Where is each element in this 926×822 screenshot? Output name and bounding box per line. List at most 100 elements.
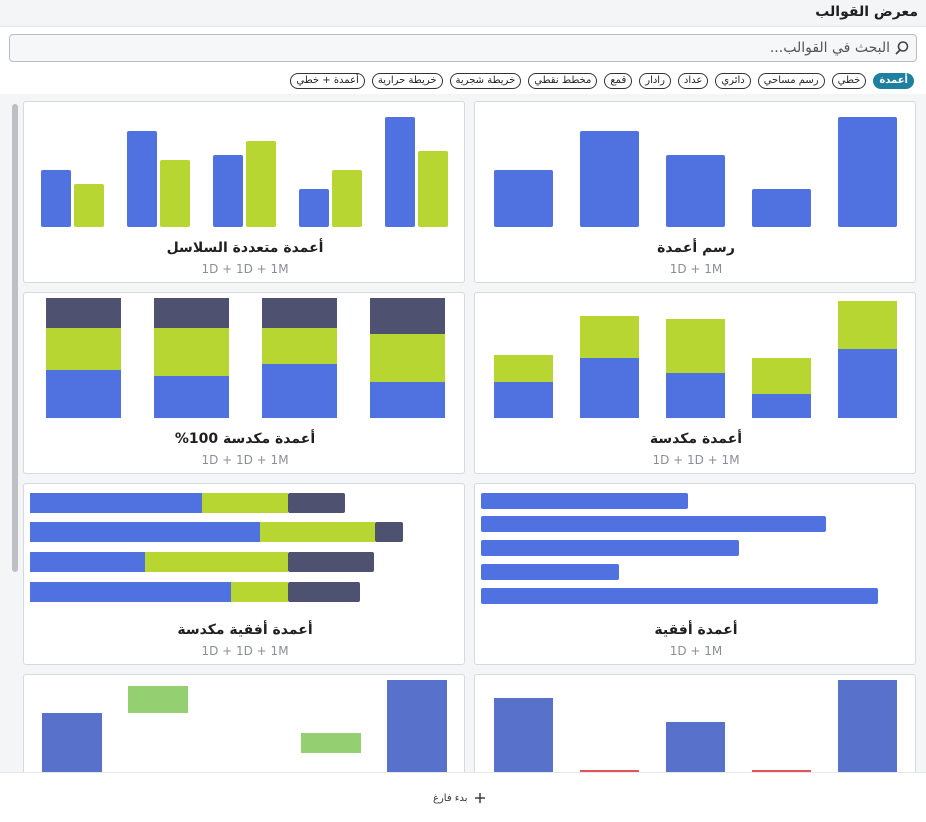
template-card-bar[interactable]: رسم أعمدة 1D + 1M [474, 101, 916, 283]
bar [481, 588, 878, 604]
bar-chart-thumbnail [494, 117, 897, 227]
start-blank-label: بدء فارغ [433, 792, 468, 804]
bar-segment [30, 552, 145, 572]
stacked-bar-thumbnail [494, 301, 897, 418]
bar [752, 189, 811, 227]
bar [418, 151, 448, 227]
template-card-waterfall[interactable] [23, 674, 465, 772]
bar [41, 170, 71, 227]
bar [752, 770, 811, 772]
header: معرض القوالب [0, 0, 926, 27]
card-title: أعمدة أفقية [654, 622, 738, 638]
card-title: أعمدة متعددة السلاسل [166, 240, 324, 256]
bar-segment [666, 319, 725, 373]
card-subtitle: 1D + 1M [669, 262, 723, 276]
bar-segment [154, 328, 229, 376]
template-card-100-stacked-bar[interactable]: أعمدة مكدسة 100% 1D + 1D + 1M [23, 292, 465, 474]
chip-columns[interactable]: أعمدة [873, 73, 914, 89]
card-title: رسم أعمدة [657, 240, 735, 256]
template-card-multi-series-bar[interactable]: أعمدة متعددة السلاسل 1D + 1D + 1M [23, 101, 465, 283]
template-card-horizontal-bar[interactable]: أعمدة أفقية 1D + 1M [474, 483, 916, 665]
horizontal-bar-thumbnail [481, 493, 878, 604]
bar [481, 564, 619, 580]
bar-segment [838, 301, 897, 349]
template-card-bar-negative[interactable] [474, 674, 916, 772]
search-box[interactable] [9, 34, 917, 62]
horizontal-stacked-bar-thumbnail [30, 493, 403, 602]
category-chips: أعمدة خطي رسم مساحي دائري عداد رادار قمع… [290, 73, 914, 89]
bar [332, 170, 362, 227]
chip-gauge[interactable]: عداد [677, 73, 709, 89]
chip-scatter[interactable]: مخطط نقطي [528, 73, 598, 89]
bar [481, 540, 739, 556]
bar [42, 713, 102, 772]
search-input[interactable] [30, 38, 890, 58]
bar [74, 184, 104, 227]
bar [301, 733, 361, 753]
chip-heatmap[interactable]: خريطة حرارية [371, 73, 443, 89]
bar-segment [370, 382, 445, 418]
percent-stacked-bar-thumbnail [46, 298, 445, 418]
bar-segment [46, 298, 121, 328]
chip-treemap[interactable]: خريطة شجرية [449, 73, 522, 89]
bar-segment [46, 328, 121, 370]
bar-segment [288, 582, 360, 602]
bar-segment [154, 298, 229, 328]
bar [128, 686, 188, 713]
bar-segment [752, 394, 811, 418]
bar-segment [838, 349, 897, 418]
waterfall-thumbnail [42, 680, 447, 772]
card-subtitle: 1D + 1M [669, 644, 723, 658]
bar [580, 131, 639, 227]
bar [838, 117, 897, 227]
start-blank-button[interactable]: بدء فارغ [433, 789, 486, 807]
bar-segment [375, 522, 403, 542]
bar-segment [30, 522, 260, 542]
chip-radar[interactable]: رادار [639, 73, 671, 89]
bar-segment [30, 493, 202, 513]
bar [299, 189, 329, 227]
bar-segment [752, 358, 811, 394]
bar [481, 493, 688, 509]
bar [580, 770, 639, 772]
bar-segment [288, 493, 345, 513]
bar-segment [288, 552, 374, 572]
bar-segment [202, 493, 288, 513]
page-title: معرض القوالب [815, 4, 918, 20]
template-card-horizontal-stacked-bar[interactable]: أعمدة أفقية مكدسة 1D + 1D + 1M [23, 483, 465, 665]
bar [494, 170, 553, 227]
bar-segment [370, 334, 445, 382]
template-card-stacked-bar[interactable]: أعمدة مكدسة 1D + 1D + 1M [474, 292, 916, 474]
bar [213, 155, 243, 227]
gallery-scrollbar[interactable] [12, 104, 18, 572]
bar-segment [30, 582, 231, 602]
bar-segment [580, 358, 639, 418]
bar [666, 722, 725, 772]
bar-segment [666, 373, 725, 418]
bar-segment [145, 552, 288, 572]
card-subtitle: 1D + 1D + 1M [201, 453, 289, 467]
chip-combo[interactable]: أعمدة + خطي [290, 73, 365, 89]
chip-pie[interactable]: دائري [715, 73, 751, 89]
card-subtitle: 1D + 1D + 1M [201, 644, 289, 658]
bar [246, 141, 276, 227]
chip-area[interactable]: رسم مساحي [757, 73, 825, 89]
bar-segment [262, 364, 337, 418]
bar-segment [260, 522, 375, 542]
bar [494, 698, 553, 772]
multi-series-bar-thumbnail [41, 117, 448, 227]
chip-line[interactable]: خطي [831, 73, 867, 89]
bar [666, 155, 725, 227]
bar-segment [262, 298, 337, 328]
bar [160, 160, 190, 227]
bar-segment [46, 370, 121, 418]
chip-funnel[interactable]: قمع [604, 73, 633, 89]
bar-segment [262, 328, 337, 364]
bar [127, 131, 157, 227]
bar [838, 680, 897, 772]
bar [387, 680, 447, 772]
bar [481, 516, 826, 532]
bar-segment [580, 316, 639, 358]
card-subtitle: 1D + 1D + 1M [652, 453, 740, 467]
bar [385, 117, 415, 227]
